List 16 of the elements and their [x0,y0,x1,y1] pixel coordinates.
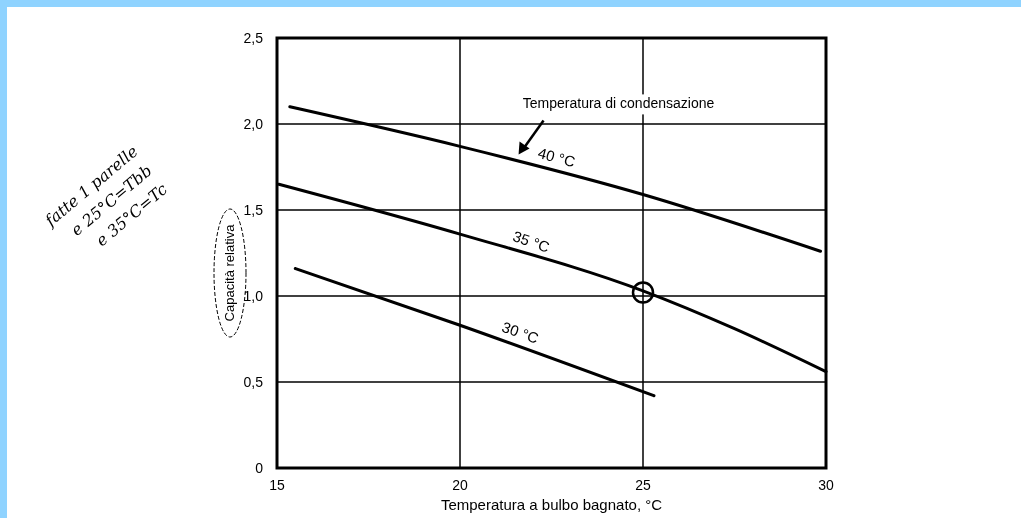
y-axis-title: Capacità relativa [222,223,237,322]
text: 35 °C [510,227,553,256]
y-tick-label: 1,0 [243,288,264,304]
y-tick-label: 2,5 [243,30,264,46]
x-tick-label: 30 [818,477,834,493]
y-tick-label: 1,5 [243,202,264,218]
y-tick-label: 0 [255,460,264,476]
x-tick-label: 20 [452,477,468,493]
x-axis-title: Temperatura a bulbo bagnato, °C [440,496,663,513]
y-tick-label: 2,0 [243,116,264,132]
annotation: Temperatura di condensazione [522,95,715,112]
x-tick-label: 25 [635,477,651,493]
legend-label: 40 °C [536,143,578,171]
text: 30 °C [499,318,542,347]
y-tick-label: 0,5 [243,374,264,390]
x-tick-label: 15 [269,477,285,493]
